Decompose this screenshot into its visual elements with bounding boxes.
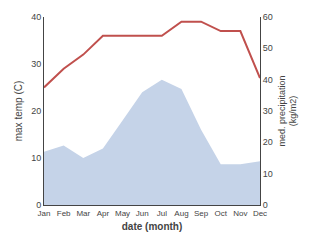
svg-text:40: 40 bbox=[263, 75, 273, 85]
svg-text:Feb: Feb bbox=[57, 209, 71, 218]
svg-text:50: 50 bbox=[263, 43, 273, 53]
svg-text:Nov: Nov bbox=[233, 209, 247, 218]
svg-text:40: 40 bbox=[31, 12, 41, 22]
svg-text:20: 20 bbox=[263, 137, 273, 147]
svg-text:max temp (C): max temp (C) bbox=[13, 81, 24, 142]
svg-text:Jul: Jul bbox=[157, 209, 167, 218]
svg-text:20: 20 bbox=[31, 106, 41, 116]
svg-text:Jan: Jan bbox=[38, 209, 51, 218]
svg-text:Aug: Aug bbox=[174, 209, 188, 218]
svg-text:Oct: Oct bbox=[215, 209, 228, 218]
svg-text:30: 30 bbox=[263, 106, 273, 116]
svg-text:med. precipitation(kg/m2): med. precipitation(kg/m2) bbox=[277, 75, 299, 146]
svg-text:Dec: Dec bbox=[253, 209, 267, 218]
svg-text:0: 0 bbox=[263, 200, 268, 210]
svg-text:10: 10 bbox=[31, 153, 41, 163]
svg-text:Sep: Sep bbox=[194, 209, 209, 218]
svg-text:date (month): date (month) bbox=[122, 221, 183, 232]
svg-text:May: May bbox=[115, 209, 130, 218]
svg-text:Mar: Mar bbox=[76, 209, 90, 218]
svg-text:Jun: Jun bbox=[136, 209, 149, 218]
svg-text:30: 30 bbox=[31, 59, 41, 69]
svg-text:10: 10 bbox=[263, 169, 273, 179]
svg-text:0: 0 bbox=[36, 200, 41, 210]
svg-text:60: 60 bbox=[263, 12, 273, 22]
svg-text:Apr: Apr bbox=[97, 209, 110, 218]
